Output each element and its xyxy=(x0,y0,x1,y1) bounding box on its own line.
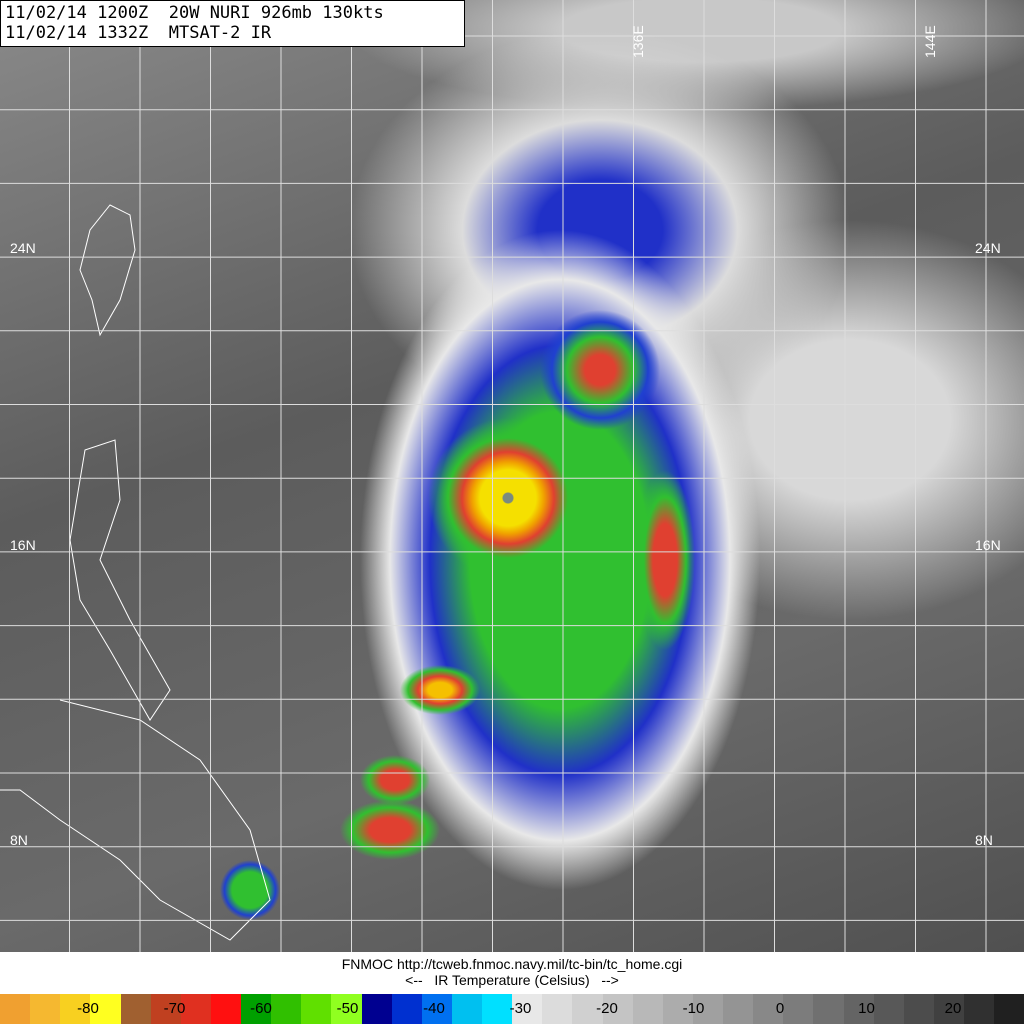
colorbar-swatch xyxy=(994,994,1024,1024)
colorbar-tick: -80 xyxy=(77,1000,99,1017)
colorbar-tick: -10 xyxy=(682,1000,705,1017)
lat-label-8n-right: 8N xyxy=(975,832,993,848)
colorbar-tick: -60 xyxy=(250,1000,272,1017)
philippines-coastline xyxy=(0,699,271,941)
colorbar-swatch xyxy=(783,994,814,1024)
colorbar-tick: -40 xyxy=(423,1000,445,1017)
header-line-1: 11/02/14 1200Z 20W NURI 926mb 130kts xyxy=(5,3,384,23)
header-box: 11/02/14 1200Z 20W NURI 926mb 130kts 11/0… xyxy=(0,0,465,47)
colorbar-swatch xyxy=(210,994,241,1024)
colorbar-tick: -20 xyxy=(596,1000,618,1017)
colorbar-tick: -50 xyxy=(336,1000,359,1017)
taiwan-coastline xyxy=(79,204,136,337)
colorbar-tick: -70 xyxy=(163,1000,186,1017)
colorbar-swatch xyxy=(301,994,332,1024)
credit-text: FNMOC http://tcweb.fnmoc.navy.mil/tc-bin… xyxy=(341,956,683,972)
lat-label-24n: 24N xyxy=(10,240,36,256)
ir-satellite-image xyxy=(0,0,1024,952)
colorbar-swatch xyxy=(120,994,151,1024)
colorbar-swatch xyxy=(873,994,904,1024)
colorbar-swatch xyxy=(241,994,272,1024)
colorbar-swatch xyxy=(271,994,302,1024)
colorbar-swatch xyxy=(421,994,452,1024)
lat-lon-grid xyxy=(0,0,1024,952)
lat-label-24n-right: 24N xyxy=(975,240,1001,256)
colorbar-swatch xyxy=(30,994,61,1024)
colorbar-swatch xyxy=(964,994,995,1024)
colorbar-swatch xyxy=(813,994,844,1024)
colorbar-tick: 0 xyxy=(775,1000,785,1017)
colorbar-swatch xyxy=(150,994,181,1024)
colorbar-swatch xyxy=(361,994,392,1024)
legend-title: <-- IR Temperature (Celsius) --> xyxy=(405,972,619,988)
footer: FNMOC http://tcweb.fnmoc.navy.mil/tc-bin… xyxy=(0,952,1024,994)
colorbar-swatch xyxy=(542,994,573,1024)
lat-label-8n: 8N xyxy=(10,832,28,848)
colorbar-tick: 20 xyxy=(944,1000,962,1017)
colorbar-swatch xyxy=(662,994,693,1024)
colorbar-swatch xyxy=(331,994,362,1024)
lat-label-16n: 16N xyxy=(10,537,36,553)
colorbar-swatch xyxy=(180,994,211,1024)
colorbar-tick: -30 xyxy=(509,1000,532,1017)
colorbar-swatch xyxy=(723,994,754,1024)
lon-label-136e: 136E xyxy=(630,25,646,58)
colorbar-swatch xyxy=(90,994,121,1024)
colorbar-swatch xyxy=(391,994,422,1024)
lon-label-144e: 144E xyxy=(922,25,938,58)
colorbar-swatch xyxy=(451,994,482,1024)
temperature-colorbar xyxy=(0,994,1024,1024)
luzon-coastline xyxy=(69,439,171,721)
colorbar-swatch xyxy=(512,994,543,1024)
colorbar-swatch xyxy=(482,994,513,1024)
lat-label-16n-right: 16N xyxy=(975,537,1001,553)
colorbar-swatch xyxy=(60,994,91,1024)
colorbar-swatch xyxy=(933,994,964,1024)
colorbar-swatch xyxy=(0,994,31,1024)
colorbar-swatch xyxy=(903,994,934,1024)
colorbar-swatch xyxy=(692,994,723,1024)
colorbar-swatch xyxy=(602,994,633,1024)
colorbar-tick: 10 xyxy=(858,1000,875,1017)
colorbar-swatch xyxy=(753,994,784,1024)
header-line-2: 11/02/14 1332Z MTSAT-2 IR xyxy=(5,23,272,43)
colorbar-swatch xyxy=(572,994,603,1024)
colorbar-swatch xyxy=(632,994,663,1024)
colorbar-swatch xyxy=(843,994,874,1024)
